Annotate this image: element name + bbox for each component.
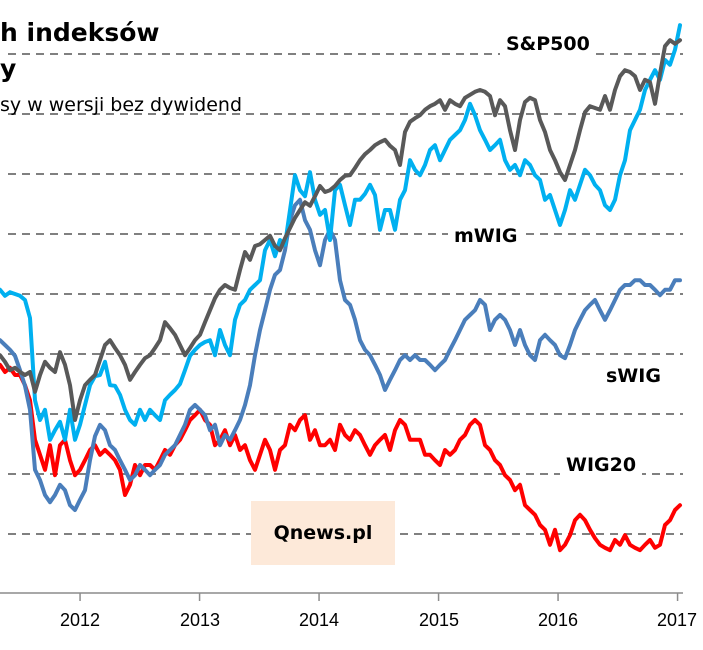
watermark-qnews: Qnews.pl <box>251 501 395 565</box>
x-tick-label-2016: 2016 <box>537 610 579 630</box>
chart-subtitle: sy w wersji bez dywidend <box>0 94 243 116</box>
series-lines <box>0 23 682 553</box>
x-tick-label-2012: 2012 <box>59 610 101 630</box>
series-line-swig <box>0 197 682 512</box>
x-tick-label-2015: 2015 <box>418 610 460 630</box>
x-tick-label-2017: 2017 <box>656 610 698 630</box>
series-label-swig: sWIG <box>600 365 667 387</box>
series-label-wig20: WIG20 <box>560 454 643 476</box>
series-label-sp500: S&P500 <box>500 33 596 55</box>
chart-title-line2: y <box>0 54 17 83</box>
series-line-wig20 <box>0 362 682 553</box>
x-axis <box>0 592 683 601</box>
x-tick-label-2013: 2013 <box>179 610 221 630</box>
series-line-sp500 <box>0 38 682 422</box>
series-line-mwig <box>0 23 682 442</box>
series-label-mwig: mWIG <box>448 225 524 247</box>
x-tick-label-2014: 2014 <box>298 610 340 630</box>
chart-title-line1: h indeksów <box>0 18 160 47</box>
